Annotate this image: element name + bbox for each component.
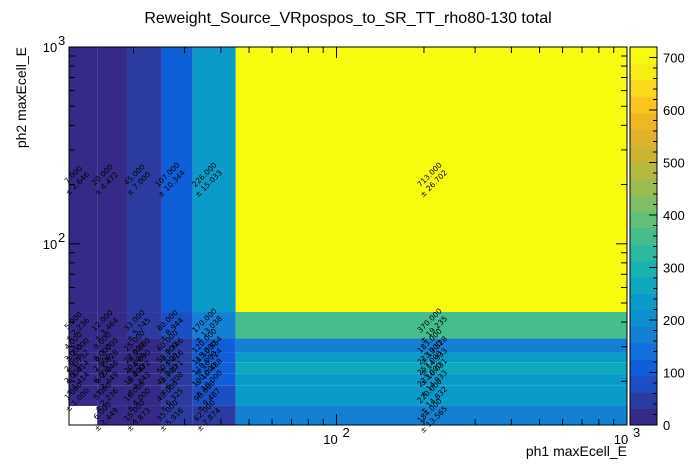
heatmap-cell	[97, 385, 127, 406]
heatmap-cell	[235, 352, 628, 363]
heatmap-cell	[69, 312, 98, 339]
colorbar-swatch	[630, 178, 657, 196]
heatmap-cell	[235, 385, 628, 406]
heatmap-cell	[161, 312, 193, 339]
heatmap-cell	[126, 47, 162, 313]
colorbar-tick-label: 600	[663, 103, 685, 118]
colorbar-swatch	[630, 112, 657, 130]
heatmap-cell	[97, 352, 127, 363]
heatmap-cell	[192, 312, 236, 339]
heatmap-cell	[97, 405, 127, 425]
heatmap-cell	[97, 373, 127, 386]
colorbar-swatch	[630, 408, 657, 426]
colorbar-swatch	[630, 375, 657, 393]
colorbar-swatch	[630, 326, 657, 344]
colorbar-swatch	[630, 63, 657, 81]
colorbar-swatch	[630, 359, 657, 377]
heatmap-cell	[235, 405, 628, 425]
colorbar-tick-label: 200	[663, 313, 685, 328]
heatmap-cell	[192, 352, 236, 363]
heatmap-cell	[126, 405, 162, 425]
colorbar-swatch	[630, 244, 657, 262]
colorbar-swatch	[630, 260, 657, 278]
heatmap-cells	[69, 47, 628, 425]
y-tick-label: 10	[43, 40, 57, 55]
heatmap-cell	[192, 405, 236, 425]
colorbar: 0 100 200 300 400 500 600 700	[629, 46, 685, 433]
colorbar-swatch	[630, 129, 657, 147]
heatmap-cell	[126, 373, 162, 386]
colorbar-tick-label: 500	[663, 156, 685, 171]
colorbar-tick-label: 100	[663, 366, 685, 381]
heatmap-cell	[192, 47, 236, 313]
x-tick-exponent: 3	[633, 425, 640, 440]
heatmap-cell	[235, 373, 628, 386]
heatmap-cell	[235, 47, 628, 313]
heatmap-cell	[126, 352, 162, 363]
heatmap-cell	[97, 47, 127, 313]
y-axis-label: ph2 maxEcell_E	[13, 47, 29, 148]
x-tick-label: 10	[614, 432, 628, 447]
heatmap-cell	[69, 352, 98, 363]
colorbar-swatch	[630, 342, 657, 360]
heatmap-cell	[161, 373, 193, 386]
heatmap-cell	[161, 352, 193, 363]
heatmap-cell	[126, 338, 162, 353]
heatmap-cell	[192, 385, 236, 406]
heatmap-cell	[235, 362, 628, 374]
heatmap-cell	[69, 362, 98, 374]
heatmap-cell	[97, 338, 127, 353]
heatmap-cell	[69, 385, 98, 406]
heatmap-cell	[97, 312, 127, 339]
colorbar-swatch	[630, 194, 657, 212]
heatmap-cell	[126, 385, 162, 406]
heatmap-cell	[69, 338, 98, 353]
heatmap-cell	[126, 312, 162, 339]
colorbar-swatch	[630, 392, 657, 410]
colorbar-swatch	[630, 211, 657, 229]
heatmap-cell	[161, 385, 193, 406]
y-tick-label: 10	[43, 237, 57, 252]
colorbar-tick-label: 700	[663, 51, 685, 66]
heatmap-cell	[126, 362, 162, 374]
colorbar-swatch	[630, 47, 657, 64]
y-tick-exponent: 3	[58, 33, 65, 48]
heatmap-cell	[192, 373, 236, 386]
chart-title: Reweight_Source_VRpospos_to_SR_TT_rho80-…	[144, 10, 551, 27]
heatmap-cell	[192, 362, 236, 374]
heatmap-cell	[161, 47, 193, 313]
colorbar-swatch	[630, 277, 657, 295]
x-tick-label: 10	[323, 432, 337, 447]
x-axis: 10 2 10 3	[132, 47, 640, 447]
plot-frame	[68, 46, 628, 426]
heatmap-cell	[235, 338, 628, 353]
colorbar-swatch	[630, 145, 657, 163]
heatmap-cell	[97, 362, 127, 374]
colorbar-tick-label: 300	[663, 261, 685, 276]
x-tick-exponent: 2	[342, 425, 349, 440]
heatmap-cell	[235, 312, 628, 339]
colorbar-tick-label: 400	[663, 208, 685, 223]
heatmap-cell	[69, 47, 98, 313]
x-axis-label: ph1 maxEcell_E	[526, 443, 627, 459]
colorbar-swatch	[630, 293, 657, 311]
colorbar-swatch	[630, 162, 657, 179]
colorbar-swatch	[630, 227, 657, 245]
heatmap-cell	[192, 338, 236, 353]
heatmap-cell	[161, 362, 193, 374]
heatmap-cell	[69, 373, 98, 386]
colorbar-tick-label: 0	[663, 418, 670, 433]
heatmap-cell	[161, 338, 193, 353]
colorbar-swatch	[630, 309, 657, 327]
colorbar-swatch	[630, 79, 657, 97]
y-tick-exponent: 2	[58, 230, 65, 245]
colorbar-swatch	[630, 96, 657, 114]
